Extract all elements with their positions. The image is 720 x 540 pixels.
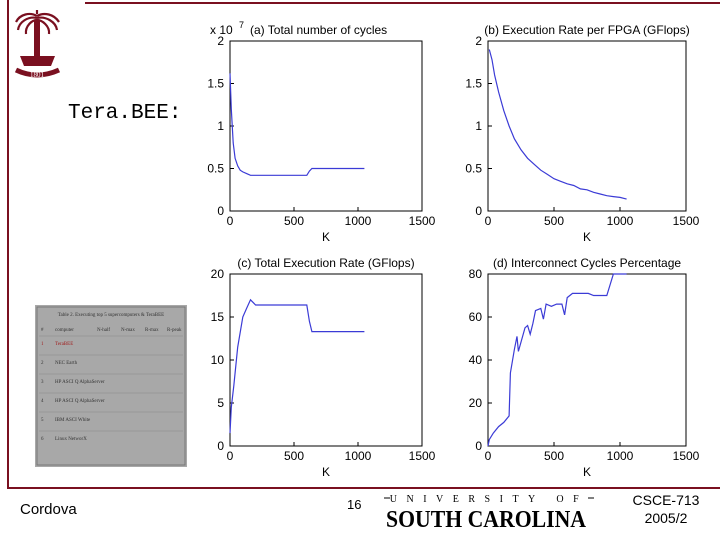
exponent-label: x 10 (210, 23, 233, 37)
y-tick-label: 20 (211, 267, 225, 281)
slide-heading: Tera.BEE: (68, 102, 182, 125)
x-tick-label: 0 (485, 449, 492, 463)
x-tick-label: 500 (284, 449, 304, 463)
thumbnail-header-cell: R-peak (167, 328, 182, 333)
thumbnail-header-cell: # (41, 328, 44, 333)
y-tick-label: 2 (475, 34, 482, 48)
plot-frame-b (487, 40, 687, 212)
x-tick-label: 1500 (673, 449, 700, 463)
y-tick-label: 5 (217, 396, 224, 410)
thumbnail-header-cell: computer (55, 328, 74, 333)
chart-title: (c) Total Execution Rate (GFlops) (237, 256, 414, 270)
footer-author: Cordova (20, 501, 77, 518)
x-tick-label: 1500 (673, 214, 700, 228)
thumbnail-header-cell: R-max (145, 328, 159, 333)
series-line-cycles (229, 73, 365, 176)
thumbnail-table-cell: Linux NetworX (55, 437, 87, 442)
y-tick-label: 80 (469, 267, 483, 281)
thumbnail-header-cell: N-half (97, 328, 110, 333)
x-tick-label: 1500 (409, 449, 436, 463)
series-line-rate_per_fpga (488, 49, 627, 200)
plot-frame-a (229, 40, 423, 212)
course-code: CSCE-713 (632, 492, 700, 508)
x-tick-label: 1000 (345, 449, 372, 463)
plot-frame-d (487, 273, 687, 447)
y-tick-label: 0 (475, 204, 482, 218)
page-number: 16 (347, 497, 362, 512)
thumbnail-table-cell: 1 (41, 342, 44, 347)
chart-title: (b) Execution Rate per FPGA (GFlops) (484, 23, 689, 37)
x-tick-label: 1000 (607, 449, 634, 463)
x-tick-label: 0 (227, 449, 234, 463)
exponent-power: 7 (239, 20, 244, 30)
y-tick-label: 2 (217, 34, 224, 48)
y-tick-label: 0.5 (207, 162, 224, 176)
x-axis-label: K (583, 465, 591, 479)
x-axis-label: K (322, 465, 330, 479)
x-tick-label: 500 (544, 214, 564, 228)
x-axis-label: K (583, 230, 591, 244)
university-wordmark: UNIVERSITY OF SOUTH CAROLINA (384, 494, 594, 533)
chart-panel-d: 0 500 1000 1500 0 20 40 60 80 K (d) Interconnect C… (469, 256, 700, 479)
x-axis-label: K (322, 230, 330, 244)
svg-text:1801: 1801 (30, 71, 45, 79)
chart-title: (d) Interconnect Cycles Percentage (493, 256, 681, 270)
thumbnail-table-cell: 3 (41, 380, 44, 385)
chart-panel-c: 0 500 1000 1500 0 5 10 15 20 K (c) Total Execution… (211, 256, 436, 479)
y-tick-label: 60 (469, 310, 483, 324)
series-line-total_rate (229, 298, 365, 434)
course-label: CSCE-713 2005/2 (620, 491, 712, 527)
y-tick-label: 0.5 (465, 162, 482, 176)
results-table-thumbnail: Table 2. Executing top 5 supercomputers … (35, 305, 187, 467)
y-tick-label: 1 (475, 119, 482, 133)
y-tick-label: 1.5 (465, 77, 482, 91)
svg-text:UNIVERSITY OF: UNIVERSITY OF (390, 494, 588, 505)
thumbnail-table-cell: IBM ASCI White (55, 418, 91, 423)
x-tick-label: 0 (227, 214, 234, 228)
x-tick-label: 500 (544, 449, 564, 463)
thumbnail-table-cell: 4 (41, 399, 44, 404)
y-tick-label: 10 (211, 353, 225, 367)
university-seal-logo: 1801 (14, 10, 61, 79)
thumbnail-caption: Table 2. Executing top 5 supercomputers … (58, 313, 164, 318)
y-tick-label: 0 (217, 204, 224, 218)
x-tick-label: 1000 (607, 214, 634, 228)
thumbnail-table-cell: HP ASCI Q AlphaServer (55, 399, 105, 404)
top-accent-rule (85, 2, 720, 4)
svg-text:SOUTH CAROLINA: SOUTH CAROLINA (386, 507, 587, 533)
x-tick-label: 1500 (409, 214, 436, 228)
y-tick-label: 0 (217, 439, 224, 453)
thumbnail-table-cell: 6 (41, 437, 44, 442)
series-line-interconnect_pct (487, 273, 627, 447)
thumbnail-table-cell: 5 (41, 418, 44, 423)
thumbnail-header-cell: N-max (121, 328, 135, 333)
y-tick-label: 1.5 (207, 77, 224, 91)
y-tick-label: 40 (469, 353, 483, 367)
y-tick-label: 20 (469, 396, 483, 410)
left-accent-rule (7, 0, 9, 488)
course-term: 2005/2 (644, 510, 688, 526)
thumbnail-table-cell: NEC Earth (55, 361, 78, 366)
y-tick-label: 0 (475, 439, 482, 453)
chart-panel-b: 0 500 1000 1500 0 0.5 1 1.5 2 K (b) Execution Rate… (465, 23, 699, 244)
x-tick-label: 500 (284, 214, 304, 228)
thumbnail-table-cell: HP ASCI Q AlphaServer (55, 380, 105, 385)
y-tick-label: 15 (211, 310, 225, 324)
y-tick-label: 1 (217, 119, 224, 133)
thumbnail-table-cell: TeraBEE (55, 342, 73, 347)
x-tick-label: 1000 (345, 214, 372, 228)
chart-panel-a: 0 500 1000 1500 0 0.5 1 1.5 2 K (a) Total number o… (207, 20, 435, 244)
plot-frame-c (229, 273, 423, 447)
thumbnail-table-cell: 2 (41, 361, 44, 366)
chart-title: (a) Total number of cycles (250, 23, 387, 37)
bottom-accent-rule (7, 487, 720, 489)
x-tick-label: 0 (485, 214, 492, 228)
